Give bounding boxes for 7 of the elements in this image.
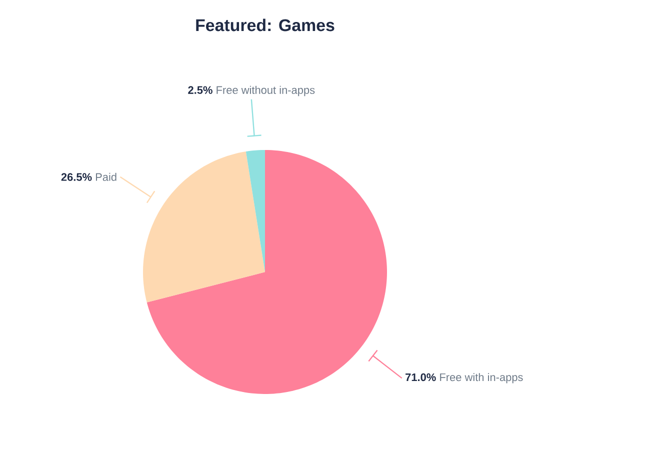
data-label: 26.5% [61,173,92,181]
slice-label: Free without in-apps [216,86,315,96]
slice-label: Free with in-apps [440,373,523,384]
data-label: 71.0% [406,373,436,382]
slice-label: Paid [96,172,116,181]
data-label: 2.5% [188,86,212,94]
chart-title: Featured: Games [196,18,334,32]
